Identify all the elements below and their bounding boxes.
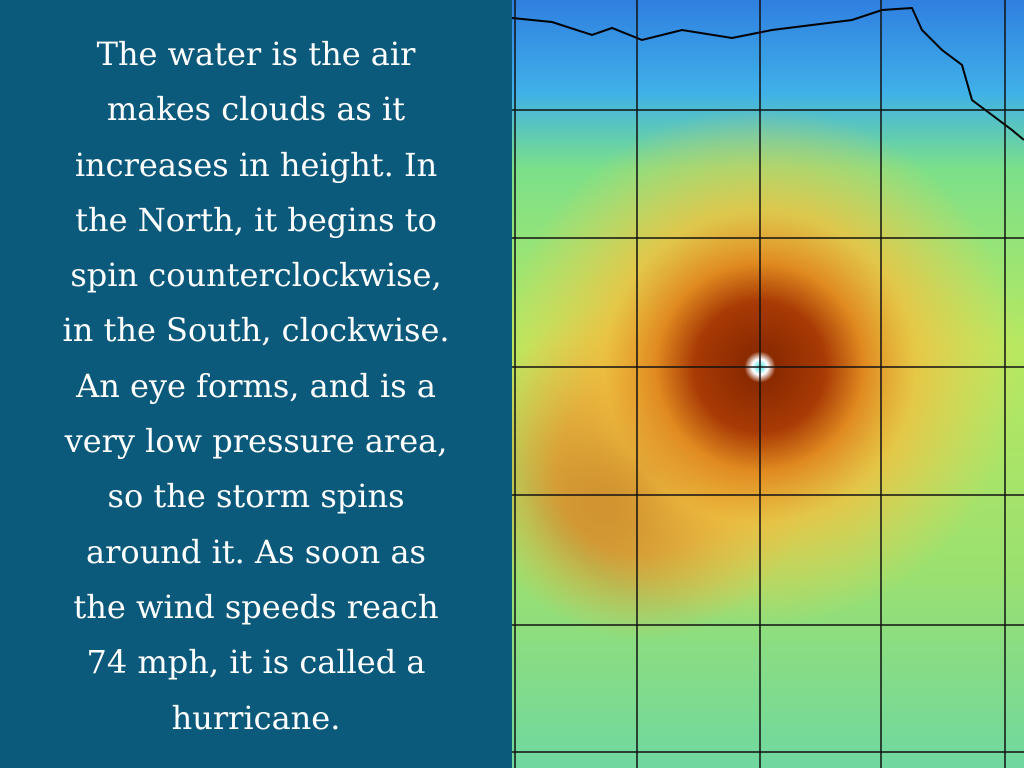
text-line: the wind speeds reach bbox=[73, 587, 439, 626]
text-line: so the storm spins bbox=[107, 477, 405, 516]
text-line: spin counterclockwise, bbox=[70, 256, 442, 295]
text-line: An eye forms, and is a bbox=[76, 366, 436, 405]
text-line: the North, it begins to bbox=[75, 200, 437, 239]
text-line: makes clouds as it bbox=[106, 90, 406, 129]
text-line: around it. As soon as bbox=[86, 532, 426, 571]
hurricane-eye bbox=[512, 0, 1024, 768]
body-text: The water is the air makes clouds as it in… bbox=[0, 27, 512, 746]
text-line: 74 mph, it is called a bbox=[86, 643, 426, 682]
text-panel: The water is the air makes clouds as it in… bbox=[0, 27, 512, 746]
text-line: The water is the air bbox=[96, 35, 416, 73]
grid bbox=[512, 0, 1024, 768]
text-line: hurricane. bbox=[171, 698, 341, 737]
text-line: in the South, clockwise. bbox=[62, 311, 450, 350]
text-line: increases in height. In bbox=[74, 145, 438, 184]
satellite-image bbox=[512, 0, 1024, 768]
coastline bbox=[512, 6, 1024, 141]
text-line: very low pressure area, bbox=[64, 422, 448, 461]
